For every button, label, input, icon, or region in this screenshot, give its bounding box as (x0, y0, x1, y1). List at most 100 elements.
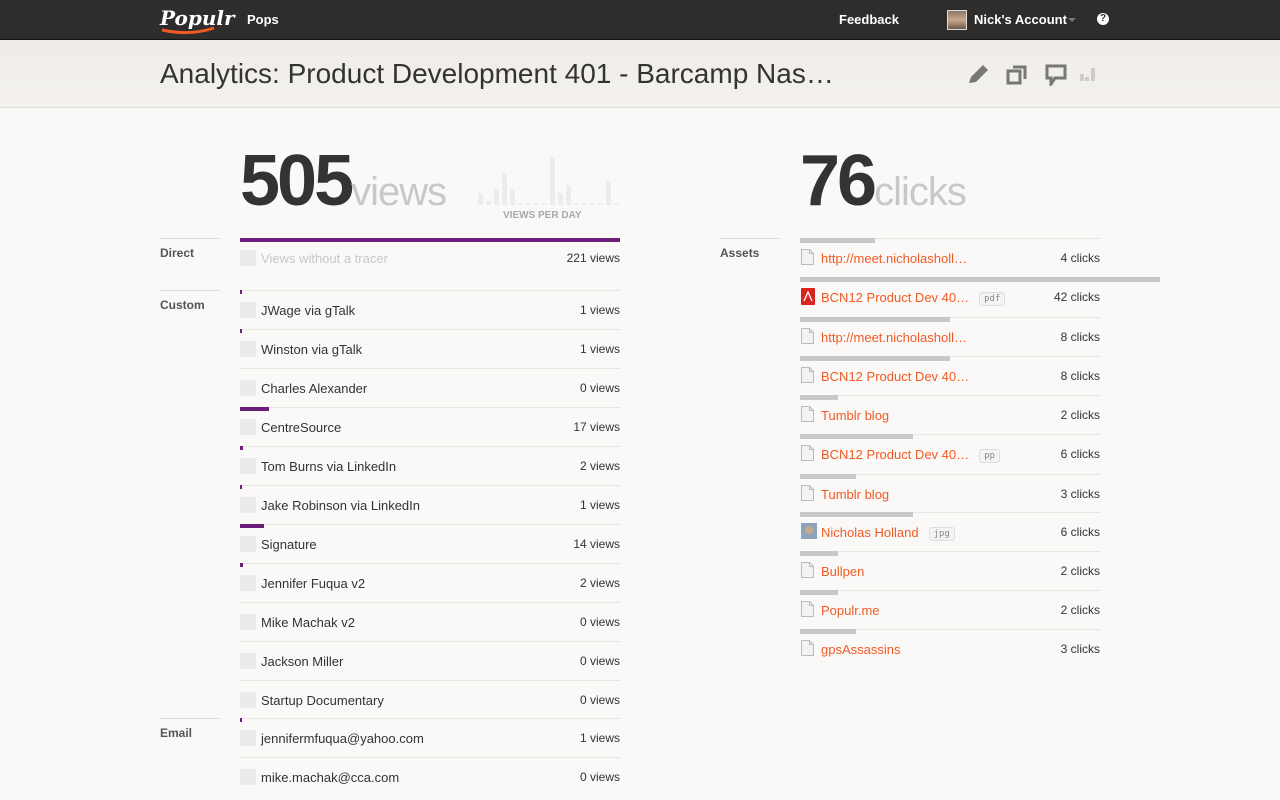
popout-icon[interactable] (1006, 64, 1028, 86)
asset-row[interactable]: BCN12 Product Dev 40… 8 clicks (800, 356, 1100, 395)
asset-row[interactable]: Populr.me 2 clicks (800, 590, 1100, 629)
asset-name[interactable]: Nicholas Holland (821, 525, 919, 540)
asset-link[interactable]: BCN12 Product Dev 40… pp (821, 447, 1000, 463)
click-count: 6 clicks (1060, 525, 1100, 539)
asset-row[interactable]: BCN12 Product Dev 40… pp 6 clicks (800, 434, 1100, 473)
asset-row[interactable]: Bullpen 2 clicks (800, 551, 1100, 590)
tracer-label: mike.machak@cca.com (261, 770, 400, 785)
tracer-checkbox[interactable] (240, 536, 256, 552)
asset-row[interactable]: gpsAssassins 3 clicks (800, 629, 1100, 668)
sparkline-bar (478, 193, 483, 205)
asset-link[interactable]: Bullpen (821, 564, 864, 579)
tracer-checkbox[interactable] (240, 302, 256, 318)
click-count: 3 clicks (1060, 642, 1100, 656)
nav-pops[interactable]: Pops (247, 12, 279, 27)
asset-row[interactable]: Tumblr blog 2 clicks (800, 395, 1100, 434)
views-bar (240, 524, 265, 528)
views-per-day-sparkline (478, 157, 619, 205)
list-item[interactable]: Signature 14 views (240, 524, 620, 563)
asset-row[interactable]: Nicholas Holland jpg 6 clicks (800, 512, 1100, 551)
tracer-label: Charles Alexander (261, 381, 368, 396)
asset-link[interactable]: Tumblr blog (821, 408, 889, 423)
list-item[interactable]: Mike Machak v2 0 views (240, 602, 620, 641)
list-item[interactable]: Winston via gTalk 1 views (240, 329, 620, 368)
sparkline-bar (534, 203, 539, 205)
tracer-checkbox[interactable] (240, 380, 256, 396)
tracer-checkbox[interactable] (240, 250, 256, 266)
clicks-bar (800, 317, 950, 322)
list-item[interactable]: Tom Burns via LinkedIn 2 views (240, 446, 620, 485)
asset-link[interactable]: http://meet.nicholasholl… (821, 330, 967, 345)
tracer-checkbox[interactable] (240, 653, 256, 669)
asset-link[interactable]: BCN12 Product Dev 40… (821, 369, 969, 384)
tracer-checkbox[interactable] (240, 458, 256, 474)
asset-name[interactable]: BCN12 Product Dev 40… (821, 447, 970, 462)
tracer-checkbox[interactable] (240, 769, 256, 785)
list-item[interactable]: Jackson Miller 0 views (240, 641, 620, 680)
chevron-down-icon[interactable] (1068, 18, 1076, 26)
tracer-checkbox[interactable] (240, 614, 256, 630)
comment-icon[interactable] (1045, 64, 1067, 86)
page-title: Analytics: Product Development 401 - Bar… (160, 58, 834, 89)
bar-chart-icon[interactable] (1080, 64, 1098, 86)
account-menu[interactable]: Nick's Account (974, 12, 1067, 27)
list-item[interactable]: Charles Alexander 0 views (240, 368, 620, 407)
asset-name[interactable]: BCN12 Product Dev 40… (821, 369, 970, 384)
tracer-checkbox[interactable] (240, 419, 256, 435)
total-views: 505views (240, 141, 447, 221)
list-item[interactable]: CentreSource 17 views (240, 407, 620, 446)
asset-name[interactable]: http://meet.nicholasholl… (821, 251, 967, 266)
list-item[interactable]: Jake Robinson via LinkedIn 1 views (240, 485, 620, 524)
sparkline-bar (518, 203, 523, 205)
help-icon[interactable]: ? (1097, 13, 1109, 25)
asset-row[interactable]: Tumblr blog 3 clicks (800, 474, 1100, 513)
list-item[interactable]: mike.machak@cca.com 0 views (240, 757, 620, 796)
sparkline-bar (606, 181, 611, 205)
pencil-icon[interactable] (966, 64, 990, 86)
tracer-checkbox[interactable] (240, 692, 256, 708)
asset-name[interactable]: Bullpen (821, 564, 865, 579)
sparkline-bar (486, 201, 491, 205)
file-type-badge: pdf (979, 292, 1006, 306)
top-nav-bar: Populr Pops Feedback Nick's Account ? (0, 0, 1280, 40)
section-label-email: Email (160, 718, 220, 740)
click-count: 2 clicks (1060, 564, 1100, 578)
asset-link[interactable]: BCN12 Product Dev 40… pdf (821, 290, 1006, 306)
list-item[interactable]: jennifermfuqua@yahoo.com 1 views (240, 718, 620, 757)
sparkline-bar (558, 193, 563, 205)
tracer-checkbox[interactable] (240, 575, 256, 591)
section-label-assets: Assets (720, 238, 780, 260)
asset-name[interactable]: Tumblr blog (821, 408, 890, 423)
list-item[interactable]: Jennifer Fuqua v2 2 views (240, 563, 620, 602)
asset-row[interactable]: BCN12 Product Dev 40… pdf 42 clicks (800, 277, 1160, 316)
asset-link[interactable]: Populr.me (821, 603, 880, 618)
asset-link[interactable]: gpsAssassins (821, 642, 900, 657)
asset-link[interactable]: Nicholas Holland jpg (821, 525, 955, 541)
click-count: 2 clicks (1060, 603, 1100, 617)
asset-row[interactable]: http://meet.nicholasholl… 8 clicks (800, 317, 1100, 356)
clicks-bar (800, 434, 913, 439)
tracer-checkbox[interactable] (240, 341, 256, 357)
asset-name[interactable]: http://meet.nicholasholl… (821, 330, 967, 345)
tracer-checkbox[interactable] (240, 497, 256, 513)
tracer-checkbox[interactable] (240, 730, 256, 746)
asset-row[interactable]: http://meet.nicholasholl… 4 clicks (800, 238, 1100, 277)
list-item[interactable]: JWage via gTalk 1 views (240, 290, 620, 329)
populr-logo[interactable]: Populr (160, 6, 235, 35)
asset-link[interactable]: Tumblr blog (821, 487, 889, 502)
sparkline-bar (502, 173, 507, 205)
list-item[interactable]: Views without a tracer 221 views (240, 238, 620, 277)
asset-name[interactable]: gpsAssassins (821, 642, 901, 657)
asset-name[interactable]: BCN12 Product Dev 40… (821, 290, 970, 305)
avatar[interactable] (947, 10, 967, 30)
asset-name[interactable]: Populr.me (821, 603, 880, 618)
views-bar (240, 329, 242, 333)
nav-feedback[interactable]: Feedback (839, 12, 899, 27)
sparkline-bar (510, 189, 515, 205)
click-count: 6 clicks (1060, 447, 1100, 461)
asset-name[interactable]: Tumblr blog (821, 487, 890, 502)
views-bar (240, 485, 242, 489)
views-bar (240, 446, 244, 450)
asset-link[interactable]: http://meet.nicholasholl… (821, 251, 967, 266)
list-item[interactable]: Startup Documentary 0 views (240, 680, 620, 719)
